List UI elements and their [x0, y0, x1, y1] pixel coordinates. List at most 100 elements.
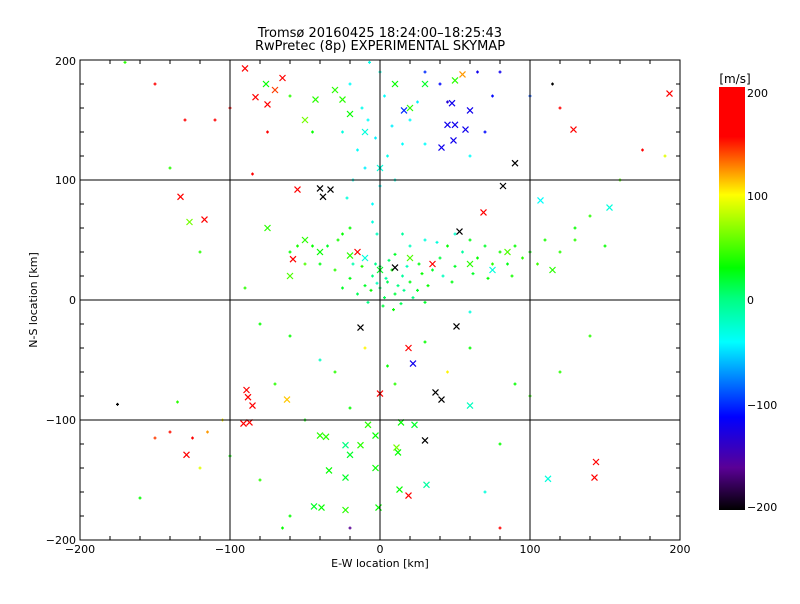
data-point-cross	[283, 396, 291, 404]
data-point-dot	[366, 118, 370, 122]
data-point-cross	[444, 121, 451, 129]
data-point-dot	[138, 496, 142, 500]
data-point-dot	[396, 284, 400, 288]
colorbar-tick-label: 200	[747, 87, 768, 100]
data-point-dot	[153, 436, 157, 440]
data-point-dot	[375, 281, 379, 285]
data-point-dot	[438, 256, 442, 260]
data-point-cross	[342, 506, 349, 514]
data-point-cross	[346, 451, 354, 459]
y-tick-label: 200	[55, 55, 76, 68]
data-point-dot	[198, 250, 202, 254]
data-point-dot	[393, 252, 397, 256]
data-point-dot	[483, 490, 487, 494]
data-point-dot	[351, 262, 355, 266]
data-point-cross	[451, 121, 459, 129]
data-point-dot	[558, 250, 562, 254]
data-point-cross	[357, 324, 364, 332]
data-point-cross	[393, 444, 400, 452]
data-point-dot	[387, 258, 391, 262]
data-point-cross	[241, 64, 249, 72]
data-point-cross	[570, 126, 577, 134]
data-point-cross	[429, 260, 436, 268]
data-point-dot	[243, 286, 247, 290]
data-point-dot	[453, 264, 457, 268]
data-point-cross	[301, 236, 309, 244]
data-point-cross	[249, 402, 256, 410]
data-point-dot	[641, 148, 644, 152]
data-point-dot	[348, 82, 352, 86]
data-point-dot	[393, 292, 397, 296]
data-point-cross	[394, 448, 402, 456]
data-point-cross	[405, 344, 412, 352]
data-point-cross	[361, 128, 369, 136]
data-point-cross	[375, 504, 382, 512]
data-point-cross	[591, 474, 598, 482]
data-point-cross	[400, 106, 408, 114]
data-point-cross	[511, 159, 519, 167]
data-point-cross	[294, 186, 301, 194]
data-point-cross	[411, 421, 418, 429]
data-point-dot	[288, 250, 292, 254]
data-point-cross	[480, 208, 487, 216]
data-point-cross	[489, 266, 496, 274]
data-point-dot	[258, 478, 262, 482]
data-point-cross	[666, 90, 673, 98]
data-point-dot	[383, 296, 386, 300]
data-point-dot	[416, 100, 419, 104]
x-tick-label: −100	[215, 543, 245, 556]
data-point-dot	[423, 340, 427, 344]
data-point-cross	[456, 228, 463, 236]
x-tick-label: 200	[670, 543, 691, 556]
data-point-cross	[372, 464, 379, 472]
data-point-cross	[339, 96, 346, 104]
data-point-cross	[406, 104, 414, 112]
data-point-cross	[318, 504, 325, 512]
data-point-dot	[273, 382, 277, 386]
data-point-dot	[363, 284, 367, 288]
x-tick-label: 100	[520, 543, 541, 556]
x-axis-label: E-W location [km]	[331, 557, 429, 570]
data-point-cross	[451, 76, 459, 84]
data-point-cross	[409, 360, 417, 368]
data-point-dot	[498, 442, 502, 446]
data-point-dot	[363, 166, 367, 170]
data-point-dot	[401, 142, 404, 146]
data-point-cross	[316, 432, 324, 440]
data-point-cross	[391, 264, 399, 272]
data-point-dot	[423, 70, 427, 74]
data-point-dot	[296, 244, 299, 248]
data-point-dot	[363, 346, 367, 350]
data-point-dot	[348, 276, 352, 280]
data-point-dot	[401, 232, 404, 236]
data-point-cross	[396, 486, 403, 494]
data-point-cross	[289, 255, 297, 263]
data-point-dot	[468, 238, 472, 242]
x-tick-label: 0	[377, 543, 384, 556]
data-point-dot	[536, 262, 539, 266]
data-point-dot	[399, 302, 403, 306]
data-point-cross	[322, 433, 330, 441]
data-point-dot	[123, 60, 127, 64]
data-point-cross	[372, 432, 379, 440]
data-point-dot	[402, 288, 406, 292]
data-point-dot	[368, 60, 371, 64]
data-point-dot	[423, 142, 427, 146]
data-point-dot	[371, 274, 374, 278]
data-point-dot	[333, 268, 337, 272]
data-point-cross	[364, 421, 372, 429]
data-point-dot	[333, 370, 337, 374]
data-point-dot	[486, 276, 490, 280]
data-point-dot	[588, 214, 592, 218]
data-point-dot	[573, 238, 577, 242]
data-point-cross	[312, 96, 319, 104]
data-point-dot	[348, 406, 352, 410]
data-point-dot	[426, 284, 430, 288]
data-point-dot	[288, 514, 292, 518]
data-point-dot	[266, 130, 269, 134]
data-point-dot	[168, 166, 172, 170]
data-point-cross	[319, 193, 327, 201]
data-point-dot	[441, 274, 445, 278]
data-point-dot	[375, 232, 379, 236]
